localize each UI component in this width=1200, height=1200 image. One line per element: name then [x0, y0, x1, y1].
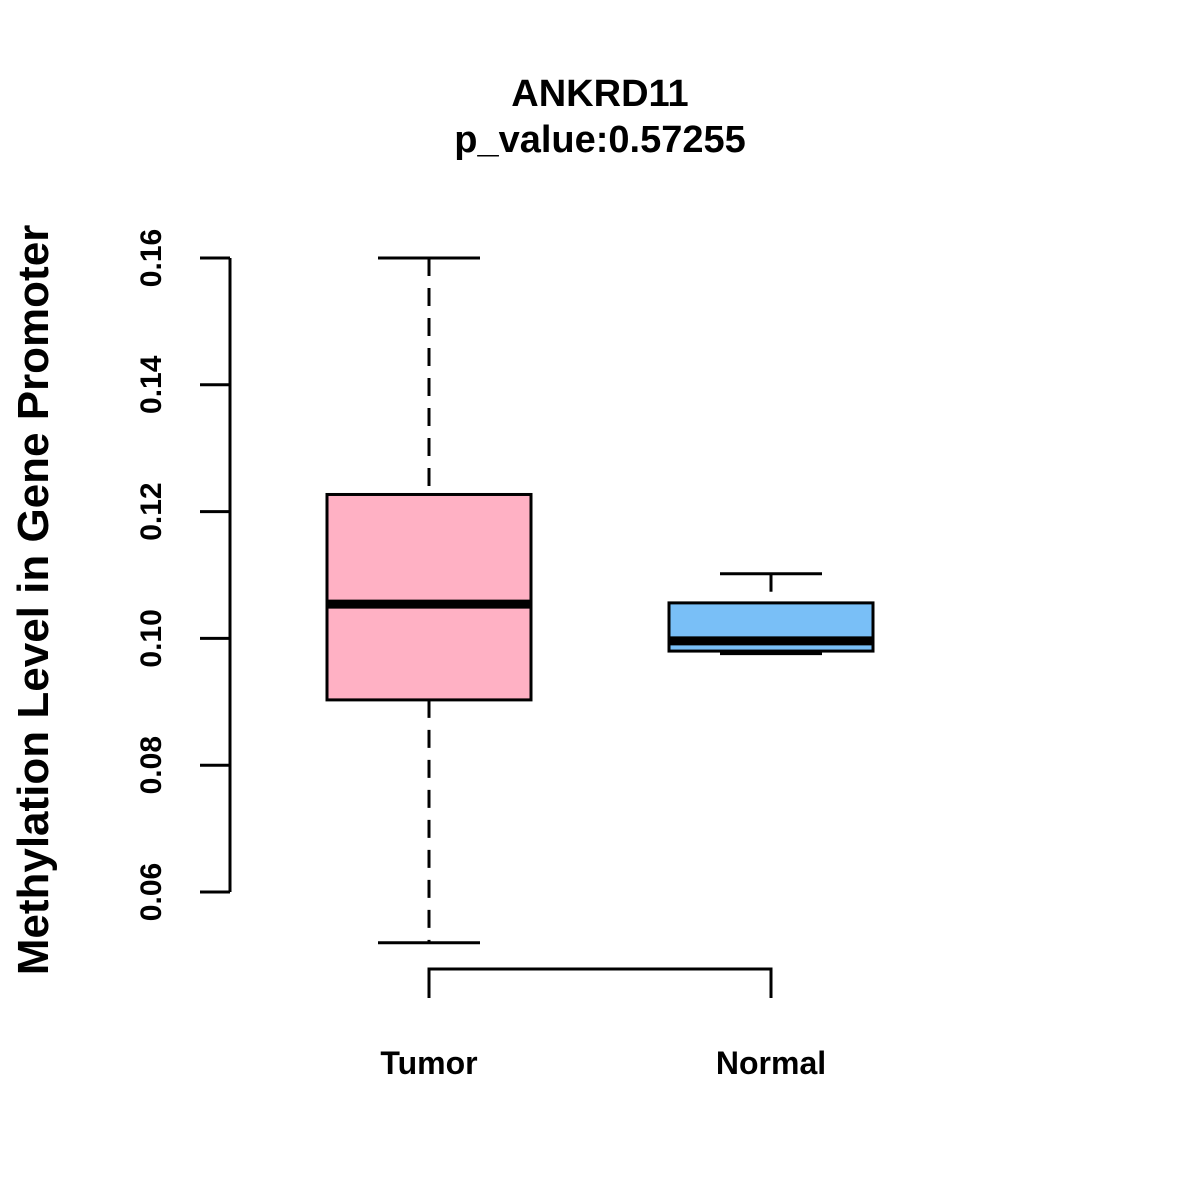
boxes-group — [325, 256, 875, 945]
y-axis-label: Methylation Level in Gene Promoter — [9, 225, 58, 976]
y-axis: 0.06 0.08 0.10 0.12 0.14 0.16 — [135, 229, 232, 921]
box-iqr — [325, 492, 533, 702]
box-tumor — [325, 256, 533, 945]
chart-subtitle: p_value:0.57255 — [454, 119, 746, 161]
y-tick-label: 0.08 — [135, 736, 168, 794]
y-tick-label: 0.10 — [135, 609, 168, 667]
chart-title: ANKRD11 — [511, 73, 688, 115]
comparison-bracket — [427, 967, 773, 998]
bracket-line — [427, 967, 773, 998]
x-category-label: Tumor — [380, 1045, 477, 1081]
box-normal — [667, 572, 875, 656]
y-tick-label: 0.06 — [135, 863, 168, 921]
y-tick-label: 0.14 — [135, 355, 168, 414]
x-axis-labels: Tumor Normal — [380, 1045, 826, 1081]
y-tick-label: 0.12 — [135, 482, 168, 540]
x-category-label: Normal — [716, 1045, 826, 1081]
y-tick-label: 0.16 — [135, 229, 168, 287]
